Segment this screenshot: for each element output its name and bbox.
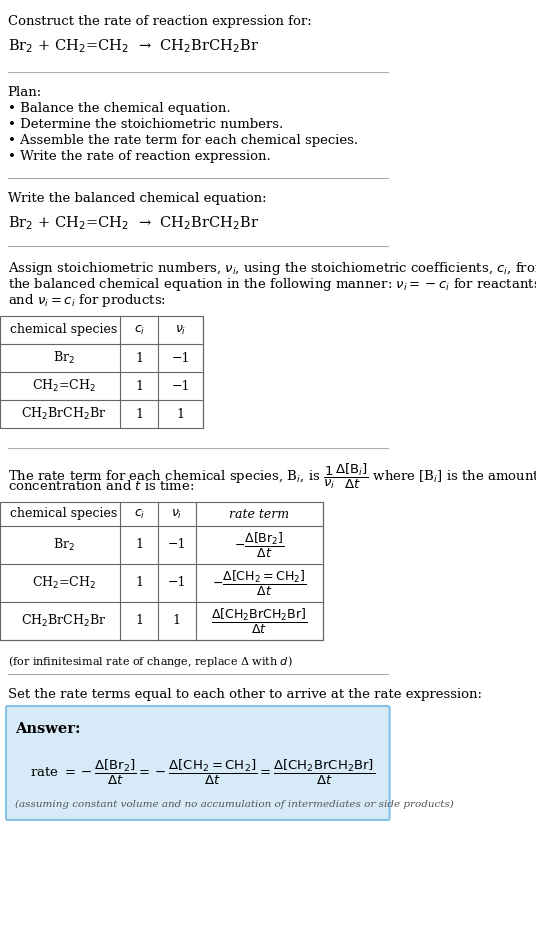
Text: • Write the rate of reaction expression.: • Write the rate of reaction expression. [8,150,270,163]
Text: (for infinitesimal rate of change, replace Δ with $d$): (for infinitesimal rate of change, repla… [8,654,292,669]
Text: (assuming constant volume and no accumulation of intermediates or side products): (assuming constant volume and no accumul… [15,800,454,809]
Text: $\nu_i$: $\nu_i$ [175,323,186,336]
Bar [0,502,323,640]
Text: • Balance the chemical equation.: • Balance the chemical equation. [8,102,230,115]
Text: −1: −1 [172,352,190,365]
Text: −1: −1 [168,539,186,552]
Text: Br$_2$: Br$_2$ [53,537,75,553]
Text: $-\dfrac{\Delta[\mathrm{CH_2{=}CH_2}]}{\Delta t}$: $-\dfrac{\Delta[\mathrm{CH_2{=}CH_2}]}{\… [212,568,307,598]
Text: $c_i$: $c_i$ [133,507,145,521]
Text: concentration and $t$ is time:: concentration and $t$ is time: [8,479,194,493]
Text: Plan:: Plan: [8,86,42,99]
Text: Set the rate terms equal to each other to arrive at the rate expression:: Set the rate terms equal to each other t… [8,688,481,701]
Bar [0,316,203,428]
Text: chemical species: chemical species [10,507,117,521]
Text: chemical species: chemical species [10,324,117,336]
Text: $\nu_i$: $\nu_i$ [171,507,182,521]
Text: Br$_2$: Br$_2$ [53,350,75,366]
Text: rate $= -\dfrac{\Delta[\mathrm{Br_2}]}{\Delta t} = -\dfrac{\Delta[\mathrm{CH_2{=: rate $= -\dfrac{\Delta[\mathrm{Br_2}]}{\… [30,758,375,788]
Text: Construct the rate of reaction expression for:: Construct the rate of reaction expressio… [8,15,311,28]
Text: Answer:: Answer: [15,722,80,736]
Text: 1: 1 [135,352,143,365]
Text: Write the balanced chemical equation:: Write the balanced chemical equation: [8,192,266,205]
Text: CH$_2$=CH$_2$: CH$_2$=CH$_2$ [32,575,96,591]
Text: 1: 1 [135,615,143,628]
Text: the balanced chemical equation in the following manner: $\nu_i = -c_i$ for react: the balanced chemical equation in the fo… [8,276,536,293]
Text: CH$_2$BrCH$_2$Br: CH$_2$BrCH$_2$Br [21,406,107,422]
Text: 1: 1 [135,539,143,552]
Text: $c_i$: $c_i$ [133,323,145,336]
Text: 1: 1 [135,379,143,392]
Text: • Determine the stoichiometric numbers.: • Determine the stoichiometric numbers. [8,118,283,131]
Text: −1: −1 [172,379,190,392]
Text: −1: −1 [168,577,186,590]
Text: The rate term for each chemical species, B$_i$, is $\dfrac{1}{\nu_i}\dfrac{\Delt: The rate term for each chemical species,… [8,462,536,491]
Text: and $\nu_i = c_i$ for products:: and $\nu_i = c_i$ for products: [8,292,166,309]
Text: Br$_2$ + CH$_2$=CH$_2$  →  CH$_2$BrCH$_2$Br: Br$_2$ + CH$_2$=CH$_2$ → CH$_2$BrCH$_2$B… [8,37,259,55]
Text: 1: 1 [135,408,143,421]
Text: 1: 1 [173,615,181,628]
Text: CH$_2$BrCH$_2$Br: CH$_2$BrCH$_2$Br [21,613,107,629]
Text: 1: 1 [135,577,143,590]
Text: $-\dfrac{\Delta[\mathrm{Br}_2]}{\Delta t}$: $-\dfrac{\Delta[\mathrm{Br}_2]}{\Delta t… [234,530,285,560]
Text: Br$_2$ + CH$_2$=CH$_2$  →  CH$_2$BrCH$_2$Br: Br$_2$ + CH$_2$=CH$_2$ → CH$_2$BrCH$_2$B… [8,214,259,232]
Text: • Assemble the rate term for each chemical species.: • Assemble the rate term for each chemic… [8,134,358,147]
Text: $\dfrac{\Delta[\mathrm{CH_2BrCH_2Br}]}{\Delta t}$: $\dfrac{\Delta[\mathrm{CH_2BrCH_2Br}]}{\… [212,606,308,636]
FancyBboxPatch shape [6,706,390,820]
Text: CH$_2$=CH$_2$: CH$_2$=CH$_2$ [32,378,96,394]
Text: 1: 1 [176,408,184,421]
Text: Assign stoichiometric numbers, $\nu_i$, using the stoichiometric coefficients, $: Assign stoichiometric numbers, $\nu_i$, … [8,260,536,277]
Text: rate term: rate term [229,507,289,521]
